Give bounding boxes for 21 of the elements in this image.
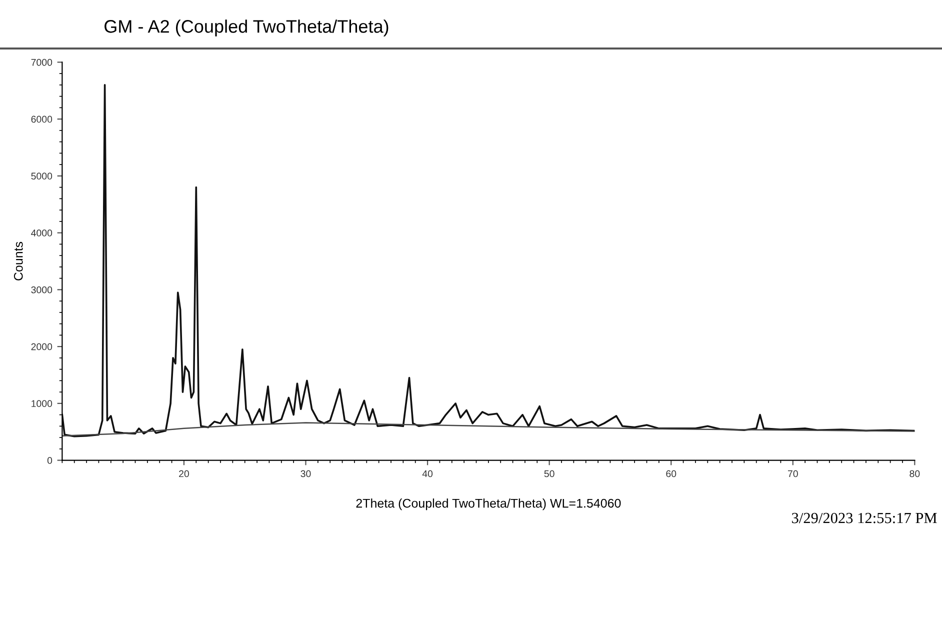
x-tick-label: 20 — [179, 470, 189, 478]
y-tick-label: 6000 — [31, 116, 52, 123]
y-tick-label: 7000 — [31, 58, 52, 66]
y-tick-label: 4000 — [31, 230, 52, 236]
y-tick-label: 5000 — [31, 172, 52, 180]
x-tick-label: 40 — [422, 470, 433, 478]
line-series — [62, 84, 915, 438]
y-tick-label: 1000 — [32, 400, 52, 408]
x-tick-label: 70 — [788, 470, 798, 478]
line-series — [62, 422, 915, 436]
x-tick-label: 30 — [300, 470, 311, 478]
x-axis-title: 2Theta (Coupled TwoTheta/Theta) WL=1.54060 — [356, 498, 621, 510]
y-tick-label: 2000 — [31, 343, 52, 350]
text: 3/29/2023 12:55:17 PM — [792, 512, 937, 524]
y-tick-label: 3000 — [31, 286, 52, 294]
y-tick-label: 0 — [47, 457, 52, 464]
chart-title: GM - A2 (Coupled TwoTheta/Theta) — [104, 20, 388, 36]
x-tick-label: 80 — [910, 470, 920, 478]
y-axis-title: Counts — [14, 242, 23, 280]
x-tick-label: 50 — [544, 470, 554, 478]
x-tick-label: 60 — [666, 470, 676, 478]
